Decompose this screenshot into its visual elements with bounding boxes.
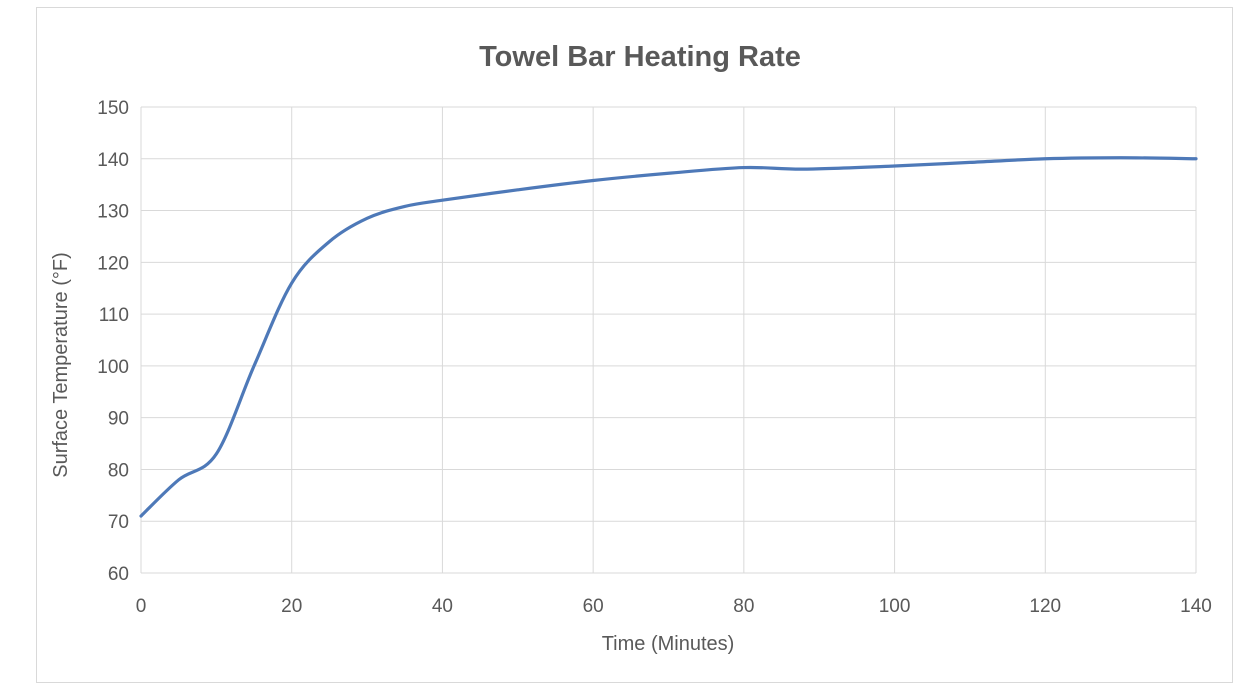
y-tick-label: 140 xyxy=(97,150,129,171)
y-tick-label: 150 xyxy=(97,98,129,119)
y-tick-label: 70 xyxy=(108,512,129,533)
x-tick-label: 100 xyxy=(879,596,911,617)
y-tick-label: 80 xyxy=(108,460,129,481)
series-layer xyxy=(139,156,1198,518)
x-tick-label: 120 xyxy=(1029,596,1061,617)
tick-labels: 60 70 80 90 100 110 120 130 140 150 0 20 40 60 80 100 12… xyxy=(97,98,1212,617)
y-tick-label: 100 xyxy=(97,357,129,378)
x-tick-label: 40 xyxy=(432,596,453,617)
y-tick-label: 130 xyxy=(97,202,129,223)
y-tick-label: 60 xyxy=(108,564,129,585)
y-axis-title: Surface Temperature (°F) xyxy=(50,252,72,478)
chart-title: Towel Bar Heating Rate xyxy=(479,41,801,73)
y-tick-label: 110 xyxy=(99,305,129,326)
x-tick-label: 140 xyxy=(1180,596,1212,617)
x-tick-label: 60 xyxy=(583,596,604,617)
y-tick-label: 120 xyxy=(97,253,129,274)
gridlines xyxy=(140,106,1197,574)
x-tick-label: 80 xyxy=(733,596,754,617)
x-tick-label: 0 xyxy=(136,596,147,617)
x-axis-title: Time (Minutes) xyxy=(602,633,735,655)
y-tick-label: 90 xyxy=(108,409,129,430)
chart-area-border xyxy=(36,7,1233,683)
x-tick-label: 20 xyxy=(281,596,302,617)
series-line-0 xyxy=(139,156,1198,518)
